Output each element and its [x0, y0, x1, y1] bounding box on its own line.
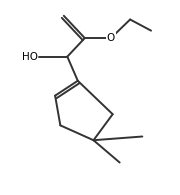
- Text: HO: HO: [22, 52, 38, 62]
- Text: O: O: [107, 33, 115, 43]
